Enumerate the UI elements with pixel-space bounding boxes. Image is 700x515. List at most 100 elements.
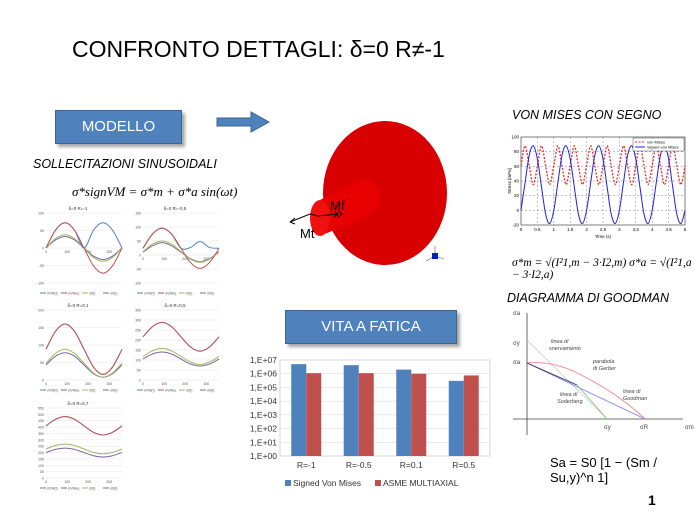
legend-label: σVM(t): [47, 388, 58, 392]
x-tick-label: 100: [64, 480, 70, 484]
y-tick-label: 40: [514, 179, 520, 184]
legend-label: σVM(t): [47, 291, 58, 295]
series-line: [142, 351, 220, 367]
x-tick-label: 1: [553, 227, 556, 232]
y-tick-label: 350: [38, 432, 44, 436]
x-tick-label: 4: [651, 227, 654, 232]
legend-label: σVMeq: [165, 291, 176, 295]
y-tick-label: 250: [38, 445, 44, 449]
y-tick-label: 250: [135, 329, 141, 333]
legend-label: σVM(t): [144, 388, 155, 392]
label-snervamento-2: snervamento: [549, 346, 581, 352]
x-tick-label: 0.5: [534, 227, 541, 232]
y-tick-label: 50: [137, 369, 141, 373]
tick-y-top: σy: [513, 341, 520, 347]
series-line: [142, 240, 220, 263]
model-flange: [323, 121, 447, 265]
legend-label: σI(t): [89, 486, 95, 490]
legend-label: σI(t): [89, 388, 95, 392]
y-tick-label: 500: [38, 413, 44, 417]
series-line: [142, 227, 220, 269]
y-tick-label: 1,E+00: [250, 451, 277, 461]
snervamento-line: [526, 339, 608, 420]
sine-chart-r-0-7: δ=0 R=0,7 0 50 100 150 200 250 300 350 400 450 500 5…: [38, 401, 123, 490]
x-tick-label: 300: [106, 250, 112, 254]
model-shaft: [316, 179, 380, 236]
legend-label: σII(t): [110, 388, 117, 392]
y-tick-label: 50: [40, 470, 44, 474]
x-tick-label: R=-1: [297, 460, 316, 470]
y-tick-label: 1,E+06: [250, 369, 277, 379]
y-tick-label: 200: [38, 451, 44, 455]
legend-label: σI(t): [186, 291, 192, 295]
x-tick-label: 2: [585, 227, 588, 232]
y-tick-label: 150: [135, 212, 141, 216]
y-tick-label: 400: [38, 426, 44, 430]
bar: [396, 369, 412, 456]
fatigue-life-bar-chart: 1,E+00 1,E+01 1,E+02 1,E+03 1,E+04 1,E+05 1,E+…: [250, 355, 491, 488]
y-tick-label: 350: [135, 309, 141, 313]
axis-triad-icon: [425, 246, 445, 262]
chart-title: δ=0 R=-0,5: [164, 206, 187, 211]
legend-label: σVMeq: [68, 388, 79, 392]
x-tick-label: 300: [106, 480, 112, 484]
y-tick-label: 150: [135, 349, 141, 353]
y-tick-label: 60: [514, 164, 520, 169]
x-tick-label: 0: [45, 250, 47, 254]
y-tick-label: 300: [38, 438, 44, 442]
mt-label: Mt: [300, 226, 315, 241]
y-tick-label: 100: [38, 464, 44, 468]
legend-label: Signed von Mises: [647, 145, 679, 150]
y-tick-label: 0: [139, 254, 141, 258]
goodman-formula: Sa = S0 [1 − (Sm / Su,y)^n 1]: [550, 455, 657, 485]
y-tick-label: 100: [135, 226, 141, 230]
x-tick-label: 5: [684, 227, 687, 232]
x-tick-label: 300: [203, 382, 209, 386]
y-tick-label: 1,E+01: [250, 437, 277, 447]
x-tick-label: 300: [203, 257, 209, 261]
series-line: [520, 145, 686, 225]
bar: [358, 373, 374, 456]
bar: [411, 373, 427, 456]
legend-label: σII(t): [110, 291, 117, 295]
gerber-curve: [526, 362, 646, 420]
slide-title: CONFRONTO DETTAGLI: δ=0 R≠-1: [72, 36, 445, 62]
bar: [448, 380, 464, 456]
x-tick-label: 4.5: [665, 227, 672, 232]
series-line: [45, 352, 123, 378]
y-tick-label: 0: [42, 379, 44, 383]
x-tick-label: 1.5: [567, 227, 574, 232]
series-line: [45, 222, 123, 274]
bar: [343, 365, 359, 456]
label-gerber-1: parabola: [592, 359, 614, 365]
x-tick-label: R=-0.5: [346, 460, 372, 470]
chart-title: δ=0 R=0,7: [67, 401, 89, 406]
y-tick-label: 150: [38, 457, 44, 461]
y-tick-label: 50: [40, 229, 44, 233]
signed-von-mises-plot: 0 0.5 1 1.5 2 2.5 3 3.5 4 4.5 5-20020406080100Time…: [507, 135, 687, 240]
y-tick-label: 0: [516, 208, 519, 213]
x-tick-label: 0: [45, 382, 47, 386]
y-tick-label: 20: [514, 193, 520, 198]
axis-y-label: σa: [513, 311, 521, 317]
y-tick-label: -50: [136, 268, 141, 272]
x-axis-label: Time (s): [595, 234, 612, 239]
legend-label: σVMeq: [165, 388, 176, 392]
legend-swatch: [285, 480, 291, 486]
legend-label: ASME MULTIAXIAL: [383, 478, 459, 488]
x-tick-label: 100: [64, 382, 70, 386]
y-tick-label: 200: [135, 339, 141, 343]
chart-title: δ=0 R=0,1: [67, 303, 89, 308]
legend-label: σII(t): [207, 291, 214, 295]
y-tick-label: -20: [512, 223, 519, 228]
y-tick-label: 0: [139, 379, 141, 383]
x-tick-label: 200: [85, 480, 91, 484]
page-number: 1: [648, 492, 656, 508]
legend-label: σII(t): [110, 486, 117, 490]
3d-model-image: Mf Mt: [289, 121, 447, 265]
y-tick-label: 200: [38, 309, 44, 313]
label-soderberg-1: linea di: [560, 392, 578, 398]
y-tick-label: 100: [135, 359, 141, 363]
